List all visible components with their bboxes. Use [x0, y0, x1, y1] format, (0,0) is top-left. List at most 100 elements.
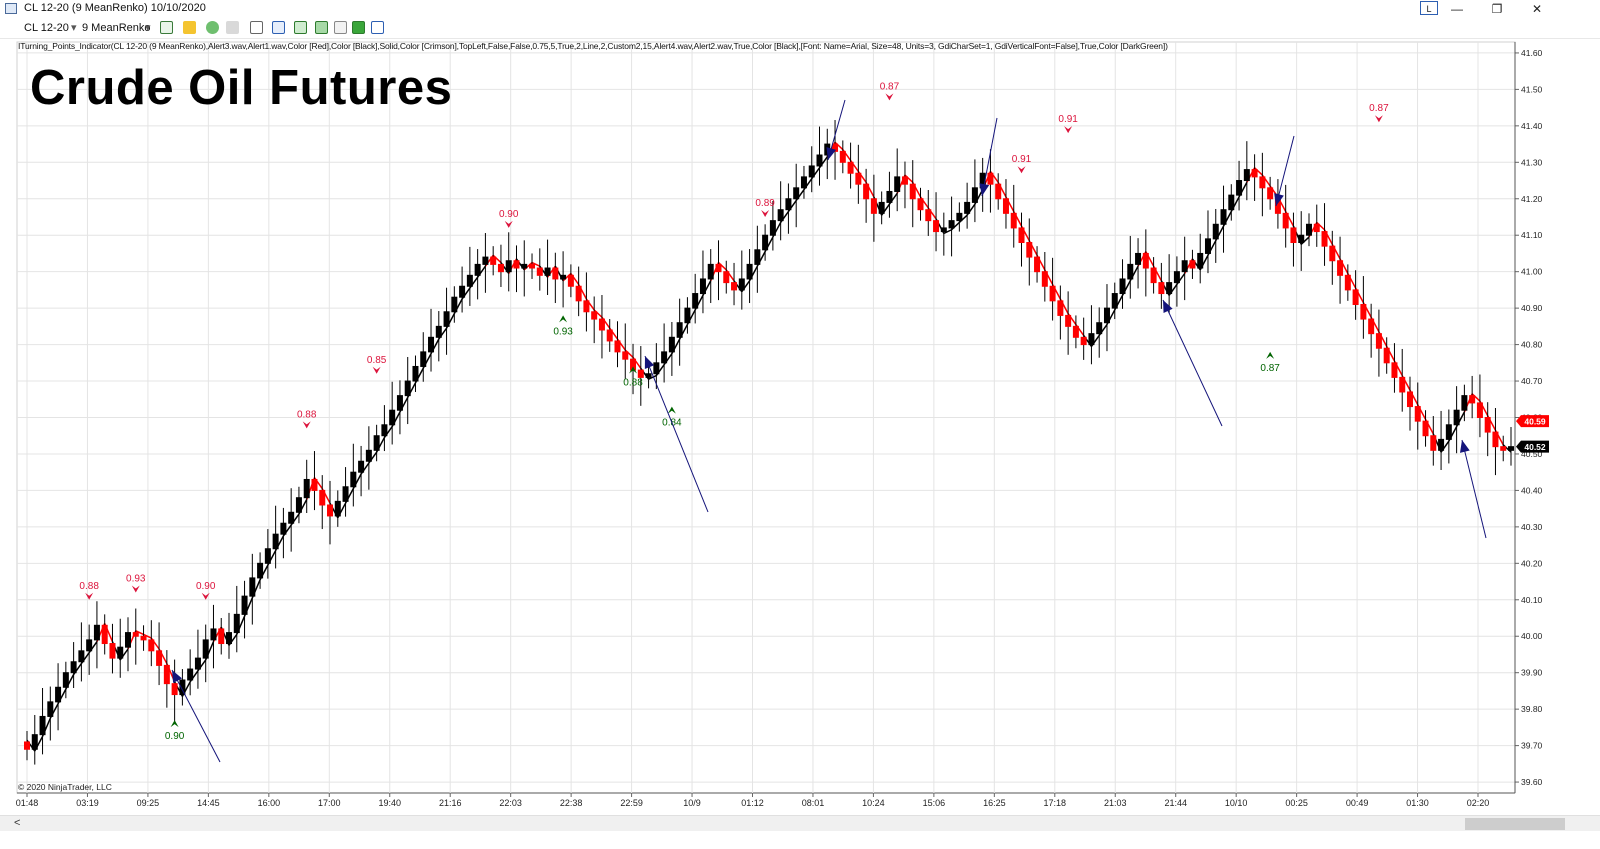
- candle-body: [816, 154, 823, 167]
- annotation-arrow-head: [1163, 300, 1173, 313]
- candle-body: [1321, 231, 1328, 247]
- x-tick-label: 09:25: [137, 798, 160, 808]
- image-icon[interactable]: [315, 21, 328, 34]
- y-tick-label: 39.80: [1521, 704, 1543, 714]
- y-tick-label: 40.20: [1521, 558, 1543, 568]
- candle-body: [280, 522, 287, 535]
- candle-body: [933, 220, 940, 233]
- candle-body: [1150, 267, 1157, 284]
- layout-button[interactable]: L: [1420, 1, 1438, 15]
- turning-point-top-label: 0.91: [1058, 114, 1078, 125]
- close-button[interactable]: ✕: [1531, 2, 1543, 16]
- trailing-line-segment: [531, 261, 541, 267]
- annotation-arrow-head: [172, 670, 182, 683]
- dollar-icon[interactable]: [334, 21, 347, 34]
- status-strip: [0, 831, 1600, 849]
- candle-body: [1220, 209, 1227, 225]
- eraser-icon[interactable]: [226, 21, 239, 34]
- candle-body: [497, 263, 504, 273]
- candle-body: [1103, 307, 1110, 324]
- annotation-arrow-head: [644, 356, 655, 369]
- candle-body: [93, 624, 100, 641]
- candle-body: [785, 198, 792, 211]
- turning-point-bottom-label: 0.93: [553, 326, 573, 337]
- candle-body: [365, 449, 372, 462]
- candle-body: [443, 311, 450, 327]
- candle-body: [622, 351, 629, 360]
- bars-icon[interactable]: [160, 21, 173, 34]
- candle-body: [715, 263, 722, 273]
- properties-icon[interactable]: [352, 21, 365, 34]
- candle-body: [70, 661, 77, 674]
- y-tick-label: 40.10: [1521, 595, 1543, 605]
- grid-icon[interactable]: [294, 21, 307, 34]
- scroll-thumb[interactable]: [1465, 818, 1565, 830]
- turning-point-top-icon: [131, 585, 140, 593]
- turning-point-top-label: 0.90: [499, 209, 519, 220]
- restore-button[interactable]: ❐: [1491, 2, 1503, 16]
- candle-body: [746, 263, 753, 280]
- candle-body: [901, 176, 908, 185]
- candle-body: [567, 274, 574, 287]
- pencil-icon[interactable]: [183, 21, 196, 34]
- trailing-line-segment: [523, 262, 533, 271]
- candle-body: [288, 511, 295, 524]
- y-tick-label: 40.30: [1521, 522, 1543, 532]
- bar-type-selector[interactable]: 9 MeanRenko: [82, 22, 151, 34]
- candle-body: [1259, 176, 1266, 189]
- instrument-selector[interactable]: CL 12-20: [24, 22, 69, 34]
- pointer-icon[interactable]: [250, 21, 263, 34]
- x-tick-label: 10:24: [862, 798, 885, 808]
- candle-body: [1368, 318, 1375, 335]
- turning-point-top-label: 0.90: [196, 581, 216, 592]
- x-tick-label: 14:45: [197, 798, 220, 808]
- candle-body: [1298, 234, 1305, 244]
- candle-body: [653, 362, 660, 375]
- candle-body: [661, 351, 668, 364]
- candle-body: [31, 734, 38, 750]
- candle-body: [1438, 438, 1445, 451]
- trailing-line-segment: [958, 214, 968, 224]
- candle-body: [909, 183, 916, 200]
- candle-body: [1476, 402, 1483, 419]
- candle-body: [1166, 282, 1173, 295]
- annotation-arrow-head: [1274, 193, 1284, 206]
- candle-body: [125, 632, 132, 648]
- bar-type-dropdown-icon[interactable]: ▾: [145, 22, 151, 34]
- candle-body: [762, 234, 769, 251]
- turning-point-bottom-icon: [667, 406, 676, 414]
- candle-body: [1469, 395, 1476, 404]
- candle-body: [132, 632, 139, 637]
- candle-body: [435, 325, 442, 338]
- candle-body: [1096, 322, 1103, 335]
- candle-body: [1057, 300, 1064, 316]
- pin-icon[interactable]: [206, 21, 219, 34]
- horizontal-scrollbar[interactable]: <: [0, 815, 1600, 832]
- candle-body: [1445, 424, 1452, 440]
- turning-point-top-icon: [504, 220, 513, 228]
- x-tick-label: 10/9: [683, 798, 701, 808]
- chart-toolbar: CL 12-20 ▾ 9 MeanRenko ▾: [0, 18, 1600, 39]
- instrument-dropdown-icon[interactable]: ▾: [71, 22, 77, 34]
- title-bar: CL 12-20 (9 MeanRenko) 10/10/2020 L — ❐ …: [0, 0, 1600, 18]
- candle-body: [272, 533, 279, 550]
- candle-body: [78, 650, 85, 663]
- data-box-icon[interactable]: [371, 21, 384, 34]
- scroll-left-icon[interactable]: <: [14, 817, 21, 829]
- candle-body: [86, 639, 93, 652]
- candle-body: [171, 683, 178, 696]
- candle-body: [358, 460, 365, 473]
- minimize-button[interactable]: —: [1451, 2, 1463, 16]
- turning-point-bottom-label: 0.87: [1260, 363, 1280, 374]
- candle-body: [583, 300, 590, 313]
- candle-body: [521, 263, 528, 269]
- candle-body: [769, 220, 776, 236]
- zoom-icon[interactable]: [272, 21, 285, 34]
- annotation-arrow-shaft: [981, 117, 998, 197]
- candle-body: [101, 624, 108, 645]
- candle-body: [396, 395, 403, 411]
- candle-body: [1337, 260, 1344, 276]
- candle-body: [1430, 435, 1437, 451]
- candle-body: [1065, 314, 1072, 327]
